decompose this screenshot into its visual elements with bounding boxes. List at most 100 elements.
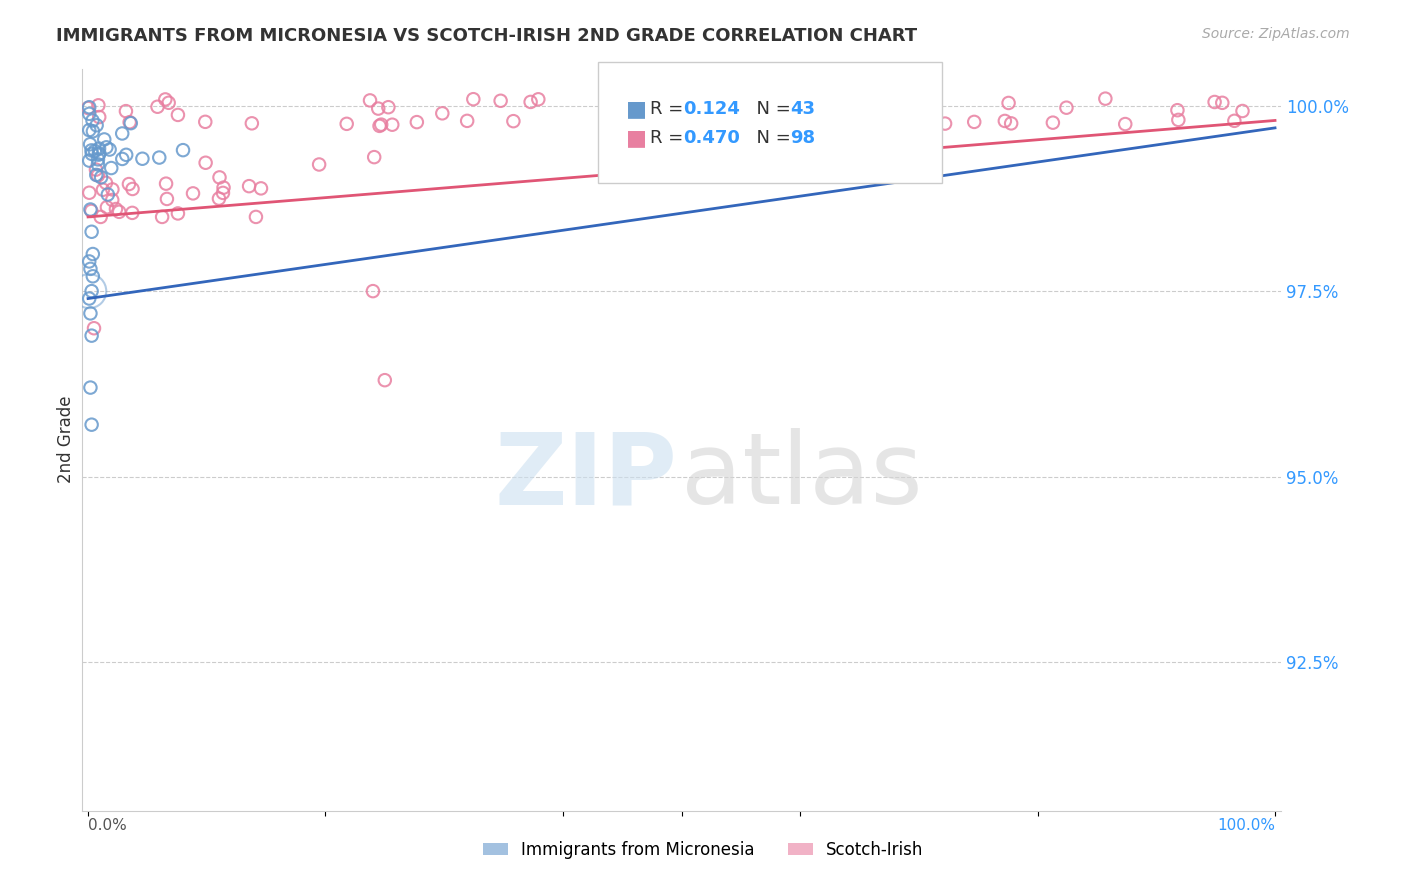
Text: 98: 98 <box>790 129 815 147</box>
Point <box>94 176 117 190</box>
Point <box>83 144 105 158</box>
Point <box>250 181 273 195</box>
Point <box>727 100 749 114</box>
Point <box>80 144 103 158</box>
Point <box>903 119 925 133</box>
Point <box>1000 116 1022 130</box>
Point <box>1166 103 1188 118</box>
Point <box>194 155 217 169</box>
Point <box>155 177 177 191</box>
Text: 0.0%: 0.0% <box>89 818 127 833</box>
Point <box>238 179 260 194</box>
Point <box>1054 101 1077 115</box>
Point <box>108 204 131 219</box>
Point <box>519 95 541 109</box>
Text: N =: N = <box>745 129 797 147</box>
Point <box>156 192 179 206</box>
Point <box>115 148 138 162</box>
Point <box>77 292 100 306</box>
Point <box>208 170 231 185</box>
Point <box>368 119 391 133</box>
Point <box>150 210 173 224</box>
Point <box>208 192 231 206</box>
Point <box>79 306 101 320</box>
Point <box>82 113 104 128</box>
Point <box>148 151 170 165</box>
Point <box>167 206 190 220</box>
Point <box>80 284 103 298</box>
Point <box>89 146 111 161</box>
Y-axis label: 2nd Grade: 2nd Grade <box>58 396 75 483</box>
Point <box>82 247 104 261</box>
Point <box>80 147 103 161</box>
Point <box>90 210 112 224</box>
Point <box>80 225 103 239</box>
Point <box>856 111 879 125</box>
Point <box>77 123 100 137</box>
Point <box>80 417 103 432</box>
Point <box>90 170 112 185</box>
Point <box>87 169 110 183</box>
Point <box>157 95 180 110</box>
Point <box>405 115 427 129</box>
Text: IMMIGRANTS FROM MICRONESIA VS SCOTCH-IRISH 2ND GRADE CORRELATION CHART: IMMIGRANTS FROM MICRONESIA VS SCOTCH-IRI… <box>56 27 917 45</box>
Text: 100.0%: 100.0% <box>1218 818 1275 833</box>
Point <box>111 127 134 141</box>
Point <box>838 109 860 123</box>
Point <box>361 284 384 298</box>
Text: atlas: atlas <box>681 428 922 525</box>
Point <box>82 269 104 284</box>
Point <box>87 147 110 161</box>
Point <box>456 113 478 128</box>
Text: N =: N = <box>745 100 797 118</box>
Point <box>98 143 121 157</box>
Point <box>121 182 143 196</box>
Point <box>824 107 846 121</box>
Point <box>794 112 817 127</box>
Point <box>82 124 104 138</box>
Point <box>77 284 100 298</box>
Point <box>194 115 217 129</box>
Point <box>96 200 118 214</box>
Point <box>79 137 101 152</box>
Point <box>1042 116 1064 130</box>
Point <box>118 177 141 191</box>
Text: R =: R = <box>650 100 689 118</box>
Point <box>1223 113 1246 128</box>
Point <box>1167 112 1189 127</box>
Text: 0.470: 0.470 <box>683 129 740 147</box>
Point <box>172 143 194 157</box>
Point <box>167 108 190 122</box>
Point <box>87 153 110 167</box>
Point <box>101 193 124 207</box>
Point <box>87 142 110 156</box>
Point <box>77 101 100 115</box>
Text: ■: ■ <box>626 99 647 119</box>
Point <box>614 104 637 119</box>
Point <box>367 102 389 116</box>
Text: Source: ZipAtlas.com: Source: ZipAtlas.com <box>1202 27 1350 41</box>
Point <box>489 94 512 108</box>
Point <box>120 116 142 130</box>
Legend: Immigrants from Micronesia, Scotch-Irish: Immigrants from Micronesia, Scotch-Irish <box>475 835 931 866</box>
Point <box>87 98 110 112</box>
Point <box>93 132 115 146</box>
Point <box>87 157 110 171</box>
Point <box>620 104 643 119</box>
Point <box>994 114 1017 128</box>
Text: ■: ■ <box>626 128 647 148</box>
Point <box>463 92 485 106</box>
Point <box>77 100 100 114</box>
Point <box>1114 117 1136 131</box>
Point <box>79 261 101 276</box>
Text: 0.124: 0.124 <box>683 100 740 118</box>
Point <box>100 161 122 175</box>
Point <box>77 254 100 268</box>
Text: ZIP: ZIP <box>494 428 678 525</box>
Point <box>502 114 524 128</box>
Point <box>118 115 141 129</box>
Point <box>922 118 945 132</box>
Point <box>308 157 330 171</box>
Point <box>79 202 101 217</box>
Point <box>377 100 399 114</box>
